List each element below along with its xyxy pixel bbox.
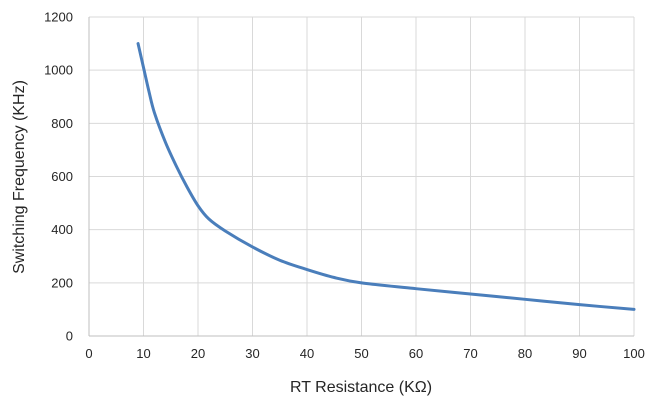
y-tick-label: 600 <box>51 169 73 184</box>
axes <box>88 17 634 337</box>
x-tick-label: 80 <box>518 346 532 361</box>
tick-labels: 0 10 20 30 40 50 60 70 80 90 100020040060080010001… <box>44 10 645 362</box>
x-tick-label: 60 <box>409 346 423 361</box>
x-tick-label: 30 <box>245 346 259 361</box>
y-tick-label: 200 <box>51 275 73 290</box>
x-tick-label: 50 <box>354 346 368 361</box>
series-layer <box>136 42 636 311</box>
x-tick-label: 70 <box>463 346 477 361</box>
x-tick-label: 90 <box>572 346 586 361</box>
gridlines <box>89 16 635 336</box>
y-axis-title: Switching Frequency (KHz) <box>11 80 28 274</box>
x-tick-label: 40 <box>300 346 314 361</box>
y-tick-label: 400 <box>51 222 73 237</box>
y-tick-label: 800 <box>51 116 73 131</box>
x-tick-label: 10 <box>136 346 150 361</box>
x-tick-label: 20 <box>191 346 205 361</box>
y-tick-label: 1000 <box>44 63 73 78</box>
y-tick-label: 0 <box>66 329 73 344</box>
series-line <box>136 42 636 311</box>
x-tick-label: 0 <box>85 346 92 361</box>
x-axis-title: RT Resistance (KΩ) <box>290 379 432 396</box>
x-tick-label: 100 <box>623 346 645 361</box>
y-tick-label: 1200 <box>44 10 73 25</box>
